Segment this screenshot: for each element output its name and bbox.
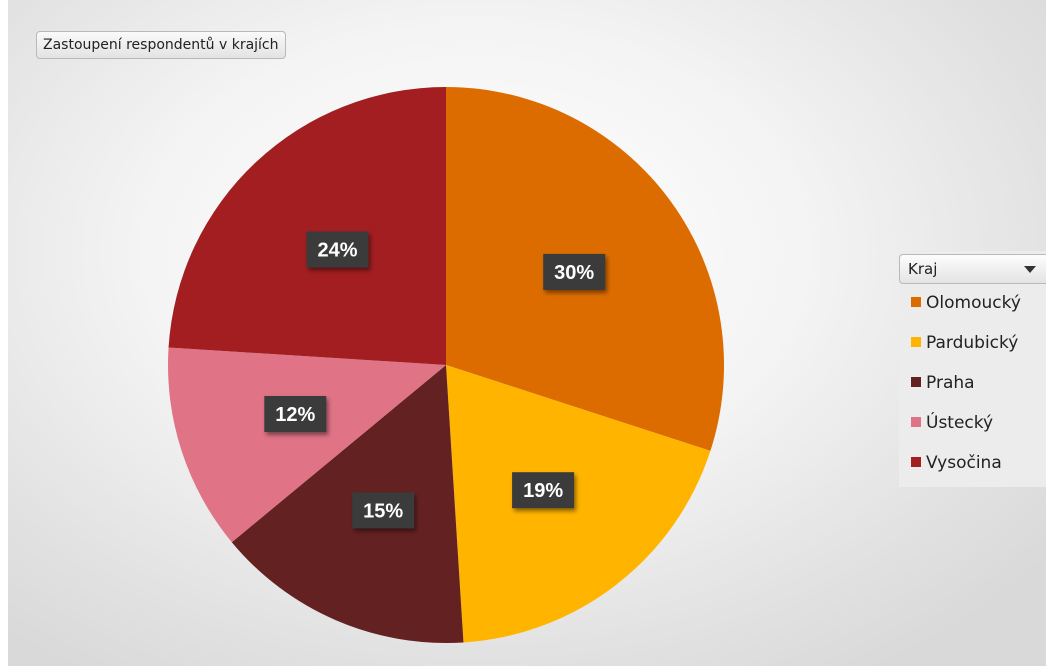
legend-label: Praha [926, 373, 975, 393]
legend-filter-dropdown[interactable]: Kraj [899, 254, 1046, 284]
legend-swatch [911, 297, 921, 307]
legend-label: Pardubický [926, 333, 1019, 353]
pie-slice[interactable] [168, 87, 447, 365]
data-label: 19% [512, 472, 575, 509]
legend-item-pardubicky: Pardubický [911, 333, 1018, 357]
legend-label: Vysočina [926, 453, 1002, 473]
legend-label: Olomoucký [926, 293, 1021, 313]
data-label: 30% [543, 253, 606, 290]
data-label-box [543, 253, 606, 290]
legend: Kraj Olomoucký Pardubický Praha Ústecký … [899, 251, 1046, 487]
data-label-text: 24% [317, 240, 357, 262]
legend-swatch [911, 337, 921, 347]
chart-title-button[interactable]: Zastoupení respondentů v krajích [36, 31, 286, 59]
legend-header-label: Kraj [908, 260, 938, 278]
data-label-text: 12% [275, 404, 315, 426]
legend-swatch [911, 417, 921, 427]
data-label: 12% [264, 396, 327, 432]
data-label-box [352, 492, 415, 529]
pie-slice[interactable] [446, 365, 711, 643]
pie-slice[interactable] [168, 347, 446, 543]
data-label-box [512, 472, 575, 509]
data-label: 24% [306, 231, 369, 268]
pie-chart: 30% 19% 15% 12% 24% [168, 87, 724, 643]
data-label-text: 19% [523, 480, 563, 502]
legend-label: Ústecký [926, 413, 994, 433]
legend-item-ustecky: Ústecký [911, 413, 993, 437]
data-label: 15% [352, 492, 415, 529]
data-label-box [264, 396, 327, 432]
pie-slice[interactable] [231, 365, 464, 643]
data-label-text: 15% [363, 500, 403, 522]
legend-item-olomoucky: Olomoucký [911, 293, 1021, 317]
legend-item-vysocina: Vysočina [911, 453, 1002, 477]
data-label-text: 30% [554, 262, 594, 284]
legend-swatch [911, 377, 921, 387]
legend-swatch [911, 457, 921, 467]
legend-item-praha: Praha [911, 373, 975, 397]
chart-area: 30% 19% 15% 12% 24% Zastoupení respondentů v… [8, 0, 1046, 666]
data-label-box [306, 231, 369, 268]
dropdown-arrow-icon [1024, 266, 1036, 273]
